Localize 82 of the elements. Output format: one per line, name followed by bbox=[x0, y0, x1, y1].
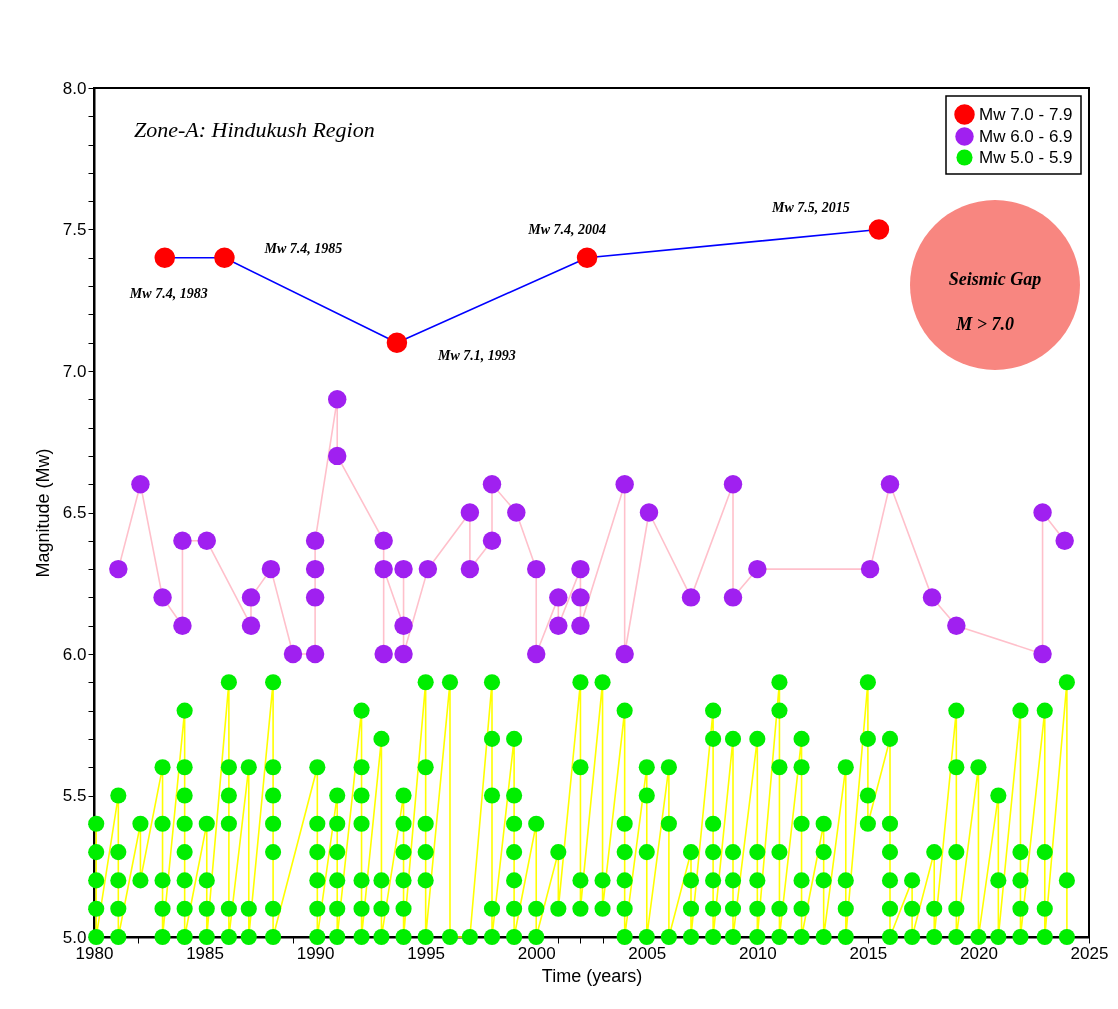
point bbox=[131, 475, 150, 494]
y-tick-label: 7.0 bbox=[62, 361, 87, 381]
y-tick-label: 5.5 bbox=[62, 786, 87, 805]
x-tick-label: 1995 bbox=[407, 943, 446, 963]
point bbox=[527, 559, 546, 579]
point bbox=[374, 644, 393, 664]
point bbox=[197, 531, 216, 550]
point bbox=[173, 616, 192, 635]
point bbox=[922, 588, 942, 607]
x-tick-label: 2010 bbox=[738, 943, 777, 963]
point bbox=[374, 559, 393, 579]
point bbox=[507, 503, 526, 522]
point bbox=[261, 559, 281, 579]
point bbox=[460, 503, 480, 522]
point bbox=[305, 644, 325, 664]
point bbox=[947, 616, 966, 635]
point bbox=[394, 616, 413, 635]
annotation: Seismic Gap bbox=[948, 269, 1042, 289]
point bbox=[723, 588, 743, 607]
point bbox=[1033, 644, 1052, 664]
point bbox=[880, 475, 900, 494]
point bbox=[109, 559, 128, 579]
point bbox=[328, 390, 347, 409]
point bbox=[283, 644, 303, 664]
point bbox=[571, 559, 590, 579]
point bbox=[868, 219, 890, 240]
point bbox=[723, 475, 743, 494]
legend-label: Mw 5.0 - 5.9 bbox=[979, 147, 1073, 167]
x-tick-label: 2015 bbox=[849, 943, 888, 963]
y-tick-label: 8.0 bbox=[62, 78, 87, 98]
annotation: Mw 7.5, 2015 bbox=[771, 199, 850, 215]
point bbox=[394, 559, 413, 579]
x-tick-label: 2005 bbox=[628, 943, 667, 963]
point bbox=[241, 588, 261, 607]
point bbox=[549, 588, 568, 607]
point bbox=[374, 531, 393, 550]
point bbox=[748, 559, 767, 579]
point bbox=[418, 559, 438, 579]
point bbox=[154, 247, 175, 269]
x-tick-label: 2000 bbox=[517, 943, 556, 963]
point bbox=[482, 531, 502, 550]
point bbox=[305, 588, 325, 607]
point bbox=[386, 332, 408, 353]
point bbox=[549, 616, 568, 635]
point bbox=[214, 247, 235, 269]
point bbox=[571, 588, 590, 607]
point bbox=[681, 588, 701, 607]
x-tick-label: 2025 bbox=[1070, 943, 1109, 963]
point bbox=[576, 247, 598, 269]
point bbox=[305, 559, 325, 579]
y-tick-label: 6.5 bbox=[62, 503, 87, 522]
y-tick-label: 7.5 bbox=[62, 220, 87, 239]
annotation: Mw 7.4, 1985 bbox=[263, 240, 343, 256]
point bbox=[153, 588, 172, 607]
legend-label: Mw 6.0 - 6.9 bbox=[979, 126, 1073, 146]
point bbox=[173, 531, 192, 550]
point bbox=[615, 475, 634, 494]
point bbox=[305, 531, 325, 550]
point bbox=[1033, 503, 1052, 522]
point bbox=[571, 616, 590, 635]
annotation: Zone-A: Hindukush Region bbox=[134, 117, 375, 142]
point bbox=[1055, 531, 1074, 550]
point bbox=[460, 559, 480, 579]
point bbox=[394, 644, 413, 664]
x-tick-label: 2020 bbox=[960, 943, 998, 963]
point bbox=[328, 446, 347, 466]
point bbox=[615, 644, 634, 664]
point bbox=[860, 559, 880, 579]
point bbox=[527, 644, 546, 664]
annotation: Mw 7.4, 1983 bbox=[128, 285, 208, 301]
y-tick-label: 6.0 bbox=[62, 644, 87, 664]
annotation: Mw 7.1, 1993 bbox=[437, 347, 516, 363]
annotation: Mw 7.4, 2004 bbox=[527, 221, 606, 237]
x-tick-label: 1985 bbox=[186, 943, 224, 963]
legend-label: Mw 7.0 - 7.9 bbox=[979, 104, 1073, 124]
annotation: M > 7.0 bbox=[955, 314, 1014, 334]
point bbox=[241, 616, 261, 635]
y-axis-title: Magnitude (Mw) bbox=[32, 448, 53, 578]
point bbox=[639, 503, 659, 522]
x-tick-label: 1990 bbox=[296, 943, 335, 963]
point bbox=[482, 475, 502, 494]
x-axis-title: Time (years) bbox=[541, 965, 643, 986]
